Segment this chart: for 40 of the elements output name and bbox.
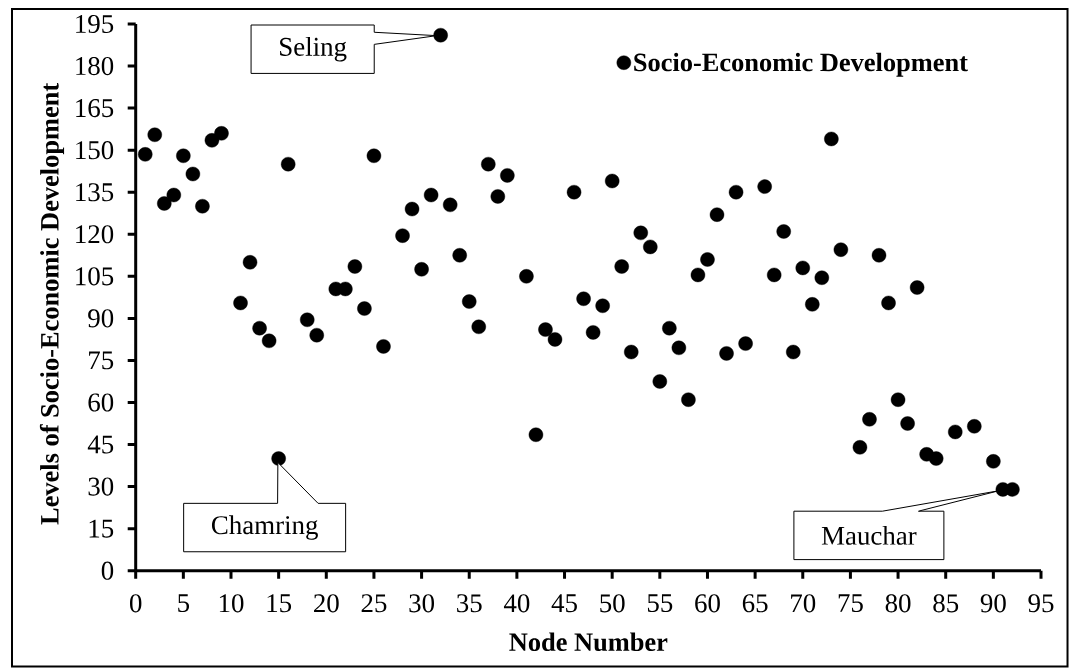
x-axis-title: Node Number <box>509 632 668 652</box>
x-tick-label: 60 <box>695 594 720 613</box>
y-tick-label: 195 <box>76 14 114 34</box>
y-tick-label: 120 <box>76 225 114 244</box>
x-tick-label: 10 <box>219 594 244 613</box>
y-tick-label: 165 <box>76 99 114 118</box>
y-tick-label: 90 <box>88 309 114 328</box>
legend-label: Socio-Economic Development <box>634 52 968 77</box>
x-tick-label: 95 <box>1028 594 1054 613</box>
x-tick-label: 85 <box>933 594 959 613</box>
x-tick-label: 55 <box>647 594 673 613</box>
x-tick-label: 15 <box>267 594 292 613</box>
x-tick-label: 30 <box>409 594 435 613</box>
x-tick-label: 0 <box>130 594 142 613</box>
x-tick-label: 20 <box>314 594 339 613</box>
x-tick-label: 5 <box>178 594 190 613</box>
y-tick-label: 75 <box>89 351 114 370</box>
x-tick-label: 75 <box>838 594 863 613</box>
x-tick-label: 40 <box>503 594 530 613</box>
x-tick-label: 90 <box>980 594 1006 613</box>
x-tick-label: 65 <box>742 594 768 613</box>
y-tick-label: 105 <box>76 267 114 286</box>
y-axis-title: Levels of Socio-Economic Development <box>39 82 65 525</box>
y-tick-label: 135 <box>76 183 114 202</box>
annotation: Chamring <box>211 515 318 540</box>
y-tick-label: 150 <box>76 141 114 160</box>
x-tick-label: 35 <box>457 594 482 613</box>
y-tick-label: 30 <box>88 477 114 496</box>
y-tick-label: 60 <box>88 393 114 412</box>
x-tick-label: 45 <box>551 594 577 613</box>
x-tick-label: 25 <box>361 594 387 613</box>
x-tick-label: 80 <box>885 594 911 613</box>
y-tick-label: 45 <box>87 435 114 454</box>
y-tick-label: 15 <box>89 519 114 538</box>
x-tick-label: 70 <box>791 594 816 613</box>
x-tick-label: 50 <box>600 594 625 613</box>
y-tick-label: 0 <box>101 561 114 580</box>
annotation: Seling <box>280 36 347 62</box>
y-tick-label: 180 <box>76 56 114 76</box>
annotation: Mauchar <box>821 525 917 545</box>
